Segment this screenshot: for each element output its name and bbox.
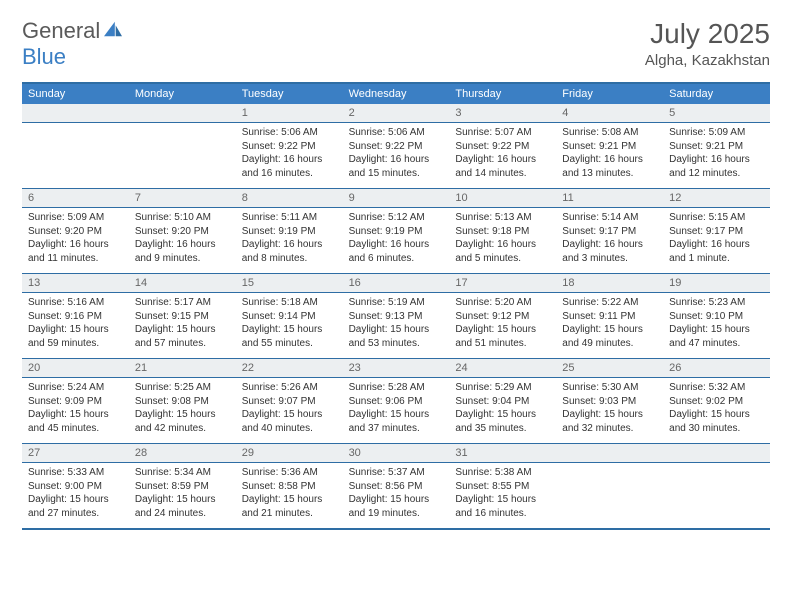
day-number <box>22 104 129 122</box>
day-detail <box>22 123 129 188</box>
day-detail: Sunrise: 5:33 AMSunset: 9:00 PMDaylight:… <box>22 463 129 528</box>
day-detail: Sunrise: 5:23 AMSunset: 9:10 PMDaylight:… <box>663 293 770 358</box>
day-detail: Sunrise: 5:13 AMSunset: 9:18 PMDaylight:… <box>449 208 556 273</box>
day-detail: Sunrise: 5:14 AMSunset: 9:17 PMDaylight:… <box>556 208 663 273</box>
daynum-row: 12345 <box>22 104 770 122</box>
day-number: 14 <box>129 274 236 292</box>
day-detail <box>663 463 770 528</box>
day-number: 10 <box>449 189 556 207</box>
day-detail: Sunrise: 5:36 AMSunset: 8:58 PMDaylight:… <box>236 463 343 528</box>
day-number: 3 <box>449 104 556 122</box>
day-number: 18 <box>556 274 663 292</box>
day-detail: Sunrise: 5:32 AMSunset: 9:02 PMDaylight:… <box>663 378 770 443</box>
weeks-container: 12345Sunrise: 5:06 AMSunset: 9:22 PMDayl… <box>22 104 770 528</box>
day-detail: Sunrise: 5:12 AMSunset: 9:19 PMDaylight:… <box>343 208 450 273</box>
day-number: 21 <box>129 359 236 377</box>
day-number <box>663 444 770 462</box>
day-detail: Sunrise: 5:09 AMSunset: 9:20 PMDaylight:… <box>22 208 129 273</box>
day-detail: Sunrise: 5:11 AMSunset: 9:19 PMDaylight:… <box>236 208 343 273</box>
day-number: 30 <box>343 444 450 462</box>
day-detail: Sunrise: 5:20 AMSunset: 9:12 PMDaylight:… <box>449 293 556 358</box>
daynum-row: 2728293031 <box>22 443 770 462</box>
location: Algha, Kazakhstan <box>645 52 770 69</box>
detail-row: Sunrise: 5:09 AMSunset: 9:20 PMDaylight:… <box>22 207 770 273</box>
dow-cell: Monday <box>129 84 236 104</box>
day-number: 27 <box>22 444 129 462</box>
day-number: 11 <box>556 189 663 207</box>
day-detail <box>556 463 663 528</box>
dow-cell: Friday <box>556 84 663 104</box>
day-number: 5 <box>663 104 770 122</box>
dow-cell: Wednesday <box>343 84 450 104</box>
day-detail: Sunrise: 5:26 AMSunset: 9:07 PMDaylight:… <box>236 378 343 443</box>
day-number <box>556 444 663 462</box>
day-detail: Sunrise: 5:37 AMSunset: 8:56 PMDaylight:… <box>343 463 450 528</box>
day-detail: Sunrise: 5:30 AMSunset: 9:03 PMDaylight:… <box>556 378 663 443</box>
detail-row: Sunrise: 5:16 AMSunset: 9:16 PMDaylight:… <box>22 292 770 358</box>
day-detail: Sunrise: 5:22 AMSunset: 9:11 PMDaylight:… <box>556 293 663 358</box>
day-number: 16 <box>343 274 450 292</box>
day-detail: Sunrise: 5:25 AMSunset: 9:08 PMDaylight:… <box>129 378 236 443</box>
calendar: SundayMondayTuesdayWednesdayThursdayFrid… <box>22 82 770 530</box>
day-number: 6 <box>22 189 129 207</box>
month-title: July 2025 <box>645 18 770 50</box>
day-number: 28 <box>129 444 236 462</box>
sail-icon <box>102 20 124 38</box>
daynum-row: 13141516171819 <box>22 273 770 292</box>
day-detail: Sunrise: 5:10 AMSunset: 9:20 PMDaylight:… <box>129 208 236 273</box>
dow-cell: Saturday <box>663 84 770 104</box>
day-detail: Sunrise: 5:19 AMSunset: 9:13 PMDaylight:… <box>343 293 450 358</box>
day-detail: Sunrise: 5:29 AMSunset: 9:04 PMDaylight:… <box>449 378 556 443</box>
day-number: 25 <box>556 359 663 377</box>
day-number: 29 <box>236 444 343 462</box>
day-detail: Sunrise: 5:06 AMSunset: 9:22 PMDaylight:… <box>236 123 343 188</box>
day-detail: Sunrise: 5:28 AMSunset: 9:06 PMDaylight:… <box>343 378 450 443</box>
logo: General Blue <box>22 18 124 70</box>
logo-part1: General <box>22 18 100 43</box>
dow-cell: Tuesday <box>236 84 343 104</box>
page-header: General Blue July 2025 Algha, Kazakhstan <box>22 18 770 70</box>
day-number: 4 <box>556 104 663 122</box>
day-number: 8 <box>236 189 343 207</box>
day-number: 31 <box>449 444 556 462</box>
day-number: 17 <box>449 274 556 292</box>
day-detail: Sunrise: 5:34 AMSunset: 8:59 PMDaylight:… <box>129 463 236 528</box>
daynum-row: 20212223242526 <box>22 358 770 377</box>
day-number: 19 <box>663 274 770 292</box>
day-detail: Sunrise: 5:16 AMSunset: 9:16 PMDaylight:… <box>22 293 129 358</box>
logo-text: General Blue <box>22 18 124 70</box>
detail-row: Sunrise: 5:24 AMSunset: 9:09 PMDaylight:… <box>22 377 770 443</box>
day-number: 24 <box>449 359 556 377</box>
detail-row: Sunrise: 5:33 AMSunset: 9:00 PMDaylight:… <box>22 462 770 528</box>
day-detail: Sunrise: 5:38 AMSunset: 8:55 PMDaylight:… <box>449 463 556 528</box>
title-block: July 2025 Algha, Kazakhstan <box>645 18 770 69</box>
day-number <box>129 104 236 122</box>
day-number: 7 <box>129 189 236 207</box>
day-number: 20 <box>22 359 129 377</box>
dow-cell: Sunday <box>22 84 129 104</box>
logo-part2: Blue <box>22 44 66 69</box>
day-detail: Sunrise: 5:24 AMSunset: 9:09 PMDaylight:… <box>22 378 129 443</box>
day-number: 2 <box>343 104 450 122</box>
day-detail: Sunrise: 5:09 AMSunset: 9:21 PMDaylight:… <box>663 123 770 188</box>
day-detail: Sunrise: 5:18 AMSunset: 9:14 PMDaylight:… <box>236 293 343 358</box>
day-number: 13 <box>22 274 129 292</box>
day-number: 1 <box>236 104 343 122</box>
day-number: 23 <box>343 359 450 377</box>
dow-cell: Thursday <box>449 84 556 104</box>
day-detail: Sunrise: 5:15 AMSunset: 9:17 PMDaylight:… <box>663 208 770 273</box>
day-detail: Sunrise: 5:08 AMSunset: 9:21 PMDaylight:… <box>556 123 663 188</box>
day-number: 22 <box>236 359 343 377</box>
day-of-week-row: SundayMondayTuesdayWednesdayThursdayFrid… <box>22 84 770 104</box>
day-detail: Sunrise: 5:17 AMSunset: 9:15 PMDaylight:… <box>129 293 236 358</box>
day-detail <box>129 123 236 188</box>
day-detail: Sunrise: 5:06 AMSunset: 9:22 PMDaylight:… <box>343 123 450 188</box>
day-number: 9 <box>343 189 450 207</box>
day-detail: Sunrise: 5:07 AMSunset: 9:22 PMDaylight:… <box>449 123 556 188</box>
day-number: 12 <box>663 189 770 207</box>
daynum-row: 6789101112 <box>22 188 770 207</box>
detail-row: Sunrise: 5:06 AMSunset: 9:22 PMDaylight:… <box>22 122 770 188</box>
day-number: 26 <box>663 359 770 377</box>
day-number: 15 <box>236 274 343 292</box>
